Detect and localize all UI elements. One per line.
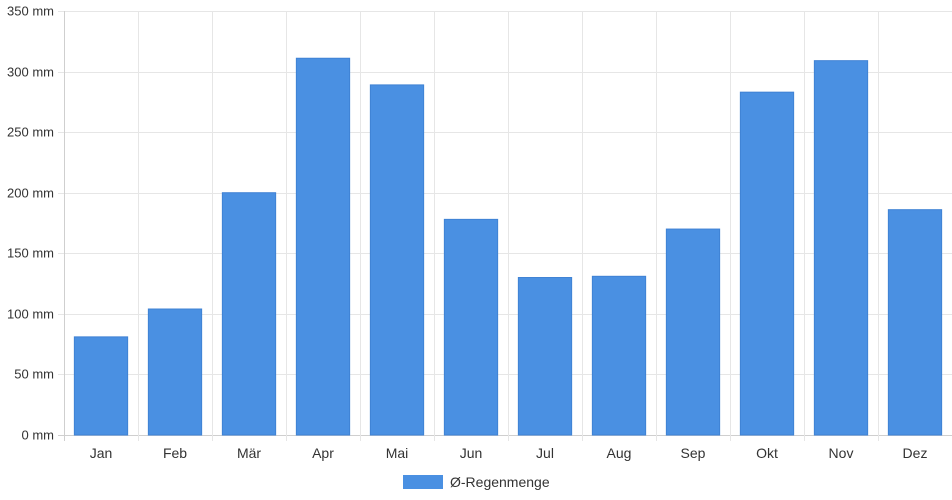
bar-mär[interactable]	[221, 192, 277, 436]
bar-sep[interactable]	[665, 228, 721, 436]
bar-apr[interactable]	[295, 57, 351, 436]
bar-mai[interactable]	[369, 84, 425, 436]
x-tick-label: Mai	[386, 445, 409, 461]
x-tick-label: Apr	[312, 445, 334, 461]
y-tick-label: 50 mm	[14, 367, 54, 382]
bar-feb[interactable]	[147, 308, 203, 436]
bar-jan[interactable]	[73, 336, 129, 436]
x-tick-label: Aug	[607, 445, 632, 461]
x-axis-ticks: Jan Feb Mär Apr Mai Jun Jul Aug Sep Okt Nov Dez	[90, 445, 928, 461]
x-tick-label: Dez	[903, 445, 928, 461]
bar-aug[interactable]	[591, 275, 647, 436]
y-tick-label: 300 mm	[7, 65, 54, 80]
y-axis-ticks: 0 mm 50 mm 100 mm 150 mm 200 mm 250 mm 300 mm 3…	[7, 4, 54, 443]
bar-okt[interactable]	[739, 91, 795, 436]
y-tick-label: 250 mm	[7, 125, 54, 140]
y-tick-label: 150 mm	[7, 246, 54, 261]
bar-jun[interactable]	[443, 218, 499, 436]
y-tick-label: 350 mm	[7, 4, 54, 19]
bars	[73, 57, 943, 436]
x-tick-label: Jun	[460, 445, 483, 461]
x-tick-label: Feb	[163, 445, 187, 461]
x-tick-label: Jul	[536, 445, 554, 461]
x-tick-label: Okt	[756, 445, 778, 461]
legend-label[interactable]: Ø-Regenmenge	[450, 474, 550, 490]
x-tick-label: Jan	[90, 445, 113, 461]
legend-swatch[interactable]	[403, 475, 443, 489]
x-tick-label: Sep	[681, 445, 706, 461]
y-tick-label: 0 mm	[22, 428, 55, 443]
legend[interactable]: Ø-Regenmenge	[403, 474, 550, 490]
bar-nov[interactable]	[813, 60, 869, 436]
y-tick-label: 100 mm	[7, 307, 54, 322]
y-tick-label: 200 mm	[7, 186, 54, 201]
bar-jul[interactable]	[517, 277, 573, 436]
grid-layer	[58, 11, 952, 441]
bar-dez[interactable]	[887, 209, 943, 436]
x-tick-label: Nov	[829, 445, 854, 461]
x-tick-label: Mär	[237, 445, 261, 461]
